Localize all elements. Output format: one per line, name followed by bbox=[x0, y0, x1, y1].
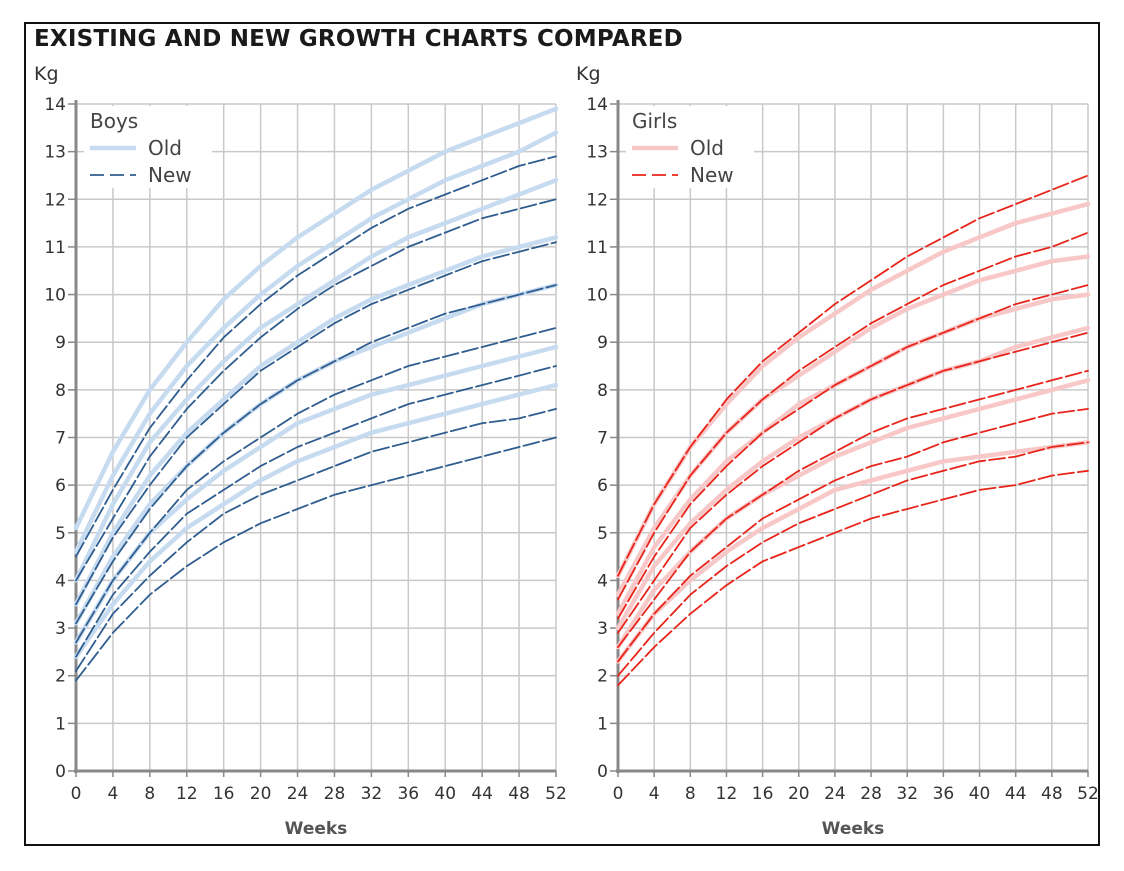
boys-y-tick-label: 13 bbox=[44, 143, 66, 163]
girls-x-tick-label: 32 bbox=[896, 784, 918, 804]
boys-y-tick-label: 9 bbox=[55, 333, 66, 353]
chart-title: EXISTING AND NEW GROWTH CHARTS COMPARED bbox=[34, 26, 683, 52]
boys-legend-label-old: Old bbox=[148, 136, 182, 160]
girls-x-tick-label: 20 bbox=[788, 784, 810, 804]
boys-old-line-5 bbox=[73, 177, 559, 583]
boys-old-line-7 bbox=[73, 106, 559, 531]
girls-legend-label-new: New bbox=[690, 163, 734, 187]
boys-y-tick-label: 4 bbox=[55, 571, 66, 591]
girls-new-line-8 bbox=[617, 174, 1089, 577]
boys-x-tick-label: 28 bbox=[324, 784, 346, 804]
boys-x-tick-label: 52 bbox=[545, 784, 567, 804]
girls-new-line-1 bbox=[617, 469, 1089, 687]
girls-new-line-6 bbox=[617, 284, 1089, 620]
girls-x-tick-label: 52 bbox=[1077, 784, 1098, 804]
girls-y-tick-label: 0 bbox=[597, 762, 608, 782]
boys-x-tick-label: 0 bbox=[71, 784, 82, 804]
girls-x-tick-label: 0 bbox=[613, 784, 624, 804]
boys-new-line-4 bbox=[75, 327, 557, 644]
boys-x-tick-label: 48 bbox=[508, 784, 530, 804]
girls-new-line-4 bbox=[617, 369, 1089, 648]
boys-y-tick-label: 3 bbox=[55, 619, 66, 639]
boys-x-tick-label: 32 bbox=[361, 784, 383, 804]
girls-x-tick-label: 48 bbox=[1041, 784, 1063, 804]
boys-x-tick-label: 24 bbox=[287, 784, 309, 804]
boys-x-tick-label: 8 bbox=[144, 784, 155, 804]
girls-x-tick-label: 16 bbox=[752, 784, 774, 804]
boys-legend-label-new: New bbox=[148, 163, 192, 187]
girls-y-tick-label: 1 bbox=[597, 714, 608, 734]
girls-y-tick-label: 5 bbox=[597, 524, 608, 544]
girls-y-axis-label: Kg bbox=[576, 63, 601, 85]
girls-y-tick-label: 13 bbox=[586, 143, 608, 163]
boys-old-line-2 bbox=[73, 344, 559, 645]
boys-y-tick-label: 10 bbox=[44, 286, 66, 306]
girls-old-line-2 bbox=[615, 378, 1091, 650]
boys-new-line-6 bbox=[75, 241, 557, 606]
boys-new-line-2 bbox=[75, 408, 557, 672]
boys-new-line-7 bbox=[75, 198, 557, 582]
boys-new-line-1 bbox=[75, 436, 557, 682]
boys-y-axis-label: Kg bbox=[34, 63, 59, 85]
girls-y-tick-label: 2 bbox=[597, 667, 608, 687]
girls-x-tick-label: 24 bbox=[824, 784, 846, 804]
girls-x-tick-label: 40 bbox=[969, 784, 991, 804]
boys-new-line-8 bbox=[75, 155, 557, 558]
girls-y-tick-label: 4 bbox=[597, 571, 608, 591]
boys-x-tick-label: 44 bbox=[471, 784, 493, 804]
boys-y-tick-label: 5 bbox=[55, 524, 66, 544]
girls-old-line-1 bbox=[615, 440, 1091, 664]
girls-y-tick-label: 10 bbox=[586, 286, 608, 306]
boys-y-tick-label: 2 bbox=[55, 667, 66, 687]
boys-old-line-6 bbox=[73, 130, 559, 555]
girls-x-tick-label: 44 bbox=[1005, 784, 1027, 804]
girls-old-line-6 bbox=[615, 201, 1091, 578]
boys-y-tick-label: 0 bbox=[55, 762, 66, 782]
girls-y-tick-label: 12 bbox=[586, 190, 608, 210]
boys-y-tick-label: 8 bbox=[55, 381, 66, 401]
girls-new-line-5 bbox=[617, 331, 1089, 634]
girls-x-tick-label: 4 bbox=[649, 784, 660, 804]
girls-x-tick-label: 12 bbox=[716, 784, 738, 804]
girls-legend-title: Girls bbox=[632, 109, 677, 133]
boys-old-line-4 bbox=[73, 235, 559, 607]
boys-legend-title: Boys bbox=[90, 109, 138, 133]
girls-x-axis-label: Weeks bbox=[822, 819, 885, 839]
boys-y-tick-label: 1 bbox=[55, 714, 66, 734]
boys-x-tick-label: 16 bbox=[213, 784, 235, 804]
boys-x-tick-label: 20 bbox=[250, 784, 272, 804]
boys-new-line-5 bbox=[75, 284, 557, 625]
girls-new-line-3 bbox=[617, 408, 1089, 663]
boys-x-tick-label: 12 bbox=[176, 784, 198, 804]
girls-y-tick-label: 3 bbox=[597, 619, 608, 639]
girls-legend-label-old: Old bbox=[690, 136, 724, 160]
boys-x-axis-label: Weeks bbox=[285, 819, 348, 839]
girls-y-tick-label: 8 bbox=[597, 381, 608, 401]
girls-x-tick-label: 28 bbox=[860, 784, 882, 804]
girls-new-line-2 bbox=[617, 441, 1089, 677]
chart-frame: EXISTING AND NEW GROWTH CHARTS COMPARED … bbox=[24, 22, 1100, 846]
girls-y-tick-label: 9 bbox=[597, 333, 608, 353]
boys-y-tick-label: 12 bbox=[44, 190, 66, 210]
girls-x-tick-label: 8 bbox=[685, 784, 696, 804]
girls-y-tick-label: 6 bbox=[597, 476, 608, 496]
boys-y-tick-label: 11 bbox=[44, 238, 66, 258]
boys-y-tick-label: 6 bbox=[55, 476, 66, 496]
girls-new-line-7 bbox=[617, 231, 1089, 601]
boys-old-line-1 bbox=[73, 382, 559, 659]
girls-y-tick-label: 14 bbox=[586, 95, 608, 115]
girls-y-tick-label: 7 bbox=[597, 429, 608, 449]
boys-y-tick-label: 7 bbox=[55, 429, 66, 449]
boys-y-tick-label: 14 bbox=[44, 95, 66, 115]
boys-x-tick-label: 4 bbox=[108, 784, 119, 804]
boys-x-tick-label: 40 bbox=[434, 784, 456, 804]
boys-new-line-3 bbox=[75, 365, 557, 658]
girls-y-tick-label: 11 bbox=[586, 238, 608, 258]
girls-x-tick-label: 36 bbox=[933, 784, 955, 804]
boys-x-tick-label: 36 bbox=[397, 784, 419, 804]
